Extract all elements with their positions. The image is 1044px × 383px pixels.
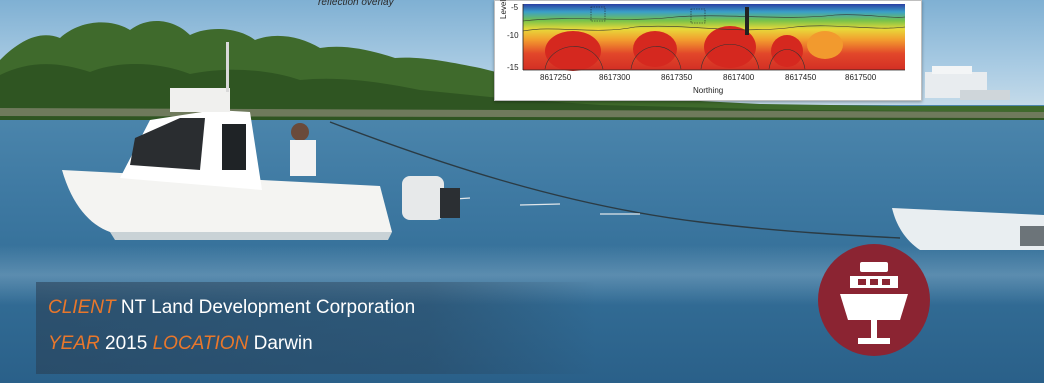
year-label: YEAR <box>48 333 100 354</box>
boat-icon <box>840 262 908 344</box>
marine-badge <box>818 244 930 356</box>
client-value: NT Land Development Corporation <box>120 297 416 318</box>
seismic-profile-inset: Level (mAT -5 -10 -15 8617250 8617300 86… <box>494 0 922 101</box>
x-tick-label: 8617400 <box>723 73 755 82</box>
client-line: CLIENT NT Land Development Corporation <box>48 297 415 319</box>
year-location-line: YEAR 2015 LOCATION Darwin <box>48 333 313 355</box>
location-label: LOCATION <box>152 333 249 354</box>
x-tick-label: 8617500 <box>845 73 877 82</box>
x-axis-label: Northing <box>693 86 724 95</box>
y-tick-label: -15 <box>507 63 519 72</box>
project-caption-panel <box>36 282 596 374</box>
year-value: 2015 <box>105 333 148 354</box>
y-axis-label: Level (mAT <box>499 0 508 19</box>
x-tick-label: 8617450 <box>785 73 817 82</box>
client-label: CLIENT <box>48 297 116 318</box>
location-value: Darwin <box>253 333 313 354</box>
x-tick-label: 8617250 <box>540 73 572 82</box>
x-tick-label: 8617350 <box>661 73 693 82</box>
overlay-caption: reflection overlay <box>318 0 394 8</box>
y-tick-label: -10 <box>507 31 519 40</box>
y-tick-label: -5 <box>511 3 519 12</box>
x-tick-label: 8617300 <box>599 73 631 82</box>
profile-plot <box>522 4 906 71</box>
